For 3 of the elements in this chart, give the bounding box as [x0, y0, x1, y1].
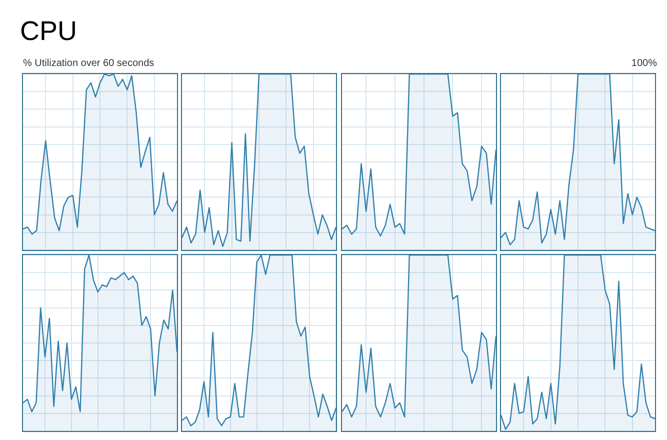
- text: 100%: [631, 58, 657, 69]
- y-axis-title: % Utilization over 60 seconds: [23, 58, 154, 69]
- chart-title: CPU: [20, 16, 78, 47]
